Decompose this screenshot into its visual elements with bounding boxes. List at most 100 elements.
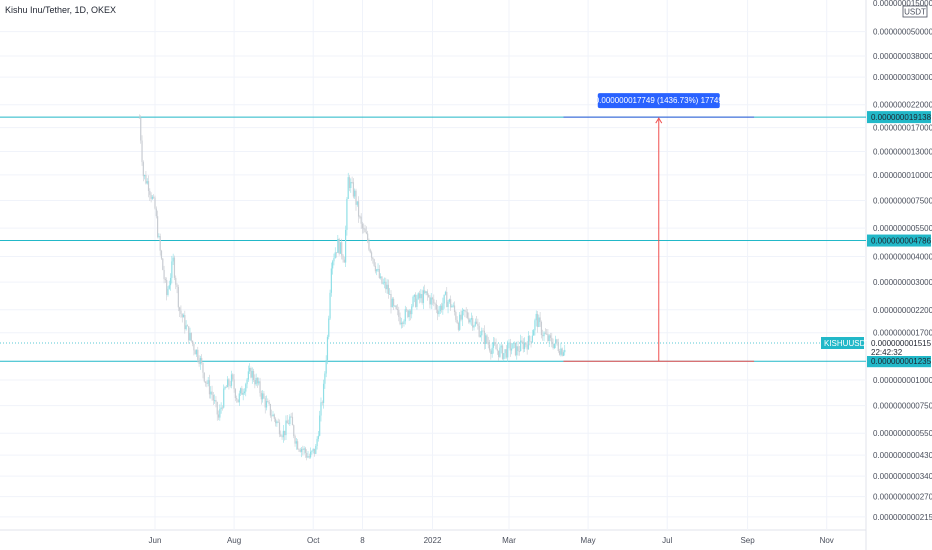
candle-body	[208, 380, 211, 395]
candle-body	[533, 330, 535, 336]
candle-body	[243, 391, 246, 394]
candle-body	[232, 374, 234, 380]
candle-body	[456, 319, 458, 323]
candle-body	[395, 305, 397, 309]
measure-label-box[interactable]	[597, 93, 720, 109]
candle-body	[239, 388, 242, 394]
candle-body	[492, 342, 495, 348]
candle-body	[343, 259, 345, 263]
candle-body	[175, 277, 177, 285]
current-price-box[interactable]	[867, 337, 931, 356]
price-tick-label: 0.000000000215	[873, 513, 932, 522]
candle-body	[510, 348, 513, 351]
candle-body	[144, 175, 146, 177]
candle-body	[295, 441, 297, 444]
candle-body	[507, 342, 509, 358]
candle-body	[561, 348, 563, 356]
candle-body	[277, 421, 279, 423]
price-axis[interactable]: 0.000000050000 0.000000038000 0.0000000300…	[873, 28, 932, 522]
price-tick-label: 0.000000013000	[873, 148, 932, 157]
candle-body	[245, 384, 247, 392]
price-tick-label: 0.000000005500	[873, 224, 932, 233]
candle-body	[220, 407, 222, 410]
candle-body	[214, 400, 216, 401]
candle-body	[443, 294, 445, 304]
candle-body	[479, 335, 482, 337]
time-axis[interactable]: Jun Aug Oct 8 2022 Mar May Jul Sep Nov	[149, 536, 834, 545]
candle-body	[404, 309, 406, 322]
candle-body	[543, 332, 545, 337]
candle-body	[447, 301, 449, 308]
candle-body	[412, 296, 414, 307]
candle-body	[188, 326, 190, 341]
candle-body	[398, 310, 400, 317]
candle-body	[180, 310, 182, 314]
candle-body	[315, 446, 317, 454]
candle-body	[425, 291, 427, 294]
candle-body	[348, 177, 351, 188]
candle-body	[341, 242, 343, 256]
candle-body	[282, 430, 284, 438]
candle-body	[381, 276, 383, 284]
candle-body	[518, 350, 520, 352]
candle-body	[405, 309, 408, 311]
candle-body	[216, 402, 218, 415]
candle-body	[434, 303, 436, 305]
candle-body	[485, 335, 487, 344]
candles	[138, 114, 566, 461]
time-tick-label: Mar	[502, 536, 516, 545]
candle-body	[552, 344, 554, 349]
candle-body	[333, 258, 335, 262]
level-tag-support[interactable]	[867, 355, 931, 368]
candle-body	[334, 252, 336, 259]
candle-body	[503, 353, 505, 359]
grid-lines	[0, 0, 866, 530]
candle-body	[291, 416, 294, 426]
candle-body	[373, 259, 375, 266]
candle-body	[192, 340, 194, 345]
candle-body	[263, 393, 265, 399]
candle-body	[396, 308, 399, 311]
time-tick-label: 2022	[424, 536, 442, 545]
level-tag-resistance-mid[interactable]	[867, 234, 931, 247]
candle-body	[324, 373, 326, 384]
candle-body	[350, 181, 352, 188]
candle-body	[302, 448, 304, 450]
candle-body	[562, 352, 565, 356]
measure-tool[interactable]: 0.000000017749 (1436.73%) 17749	[563, 93, 755, 362]
candle-body	[360, 216, 362, 224]
candle-body	[319, 415, 321, 436]
candle-body	[265, 401, 268, 408]
candle-body	[206, 382, 208, 384]
candle-body	[249, 367, 251, 372]
price-tick-label: 0.000000003000	[873, 278, 932, 287]
candle-body	[337, 238, 339, 253]
candle-body	[517, 346, 519, 351]
candle-body	[355, 190, 357, 205]
candle-body	[186, 325, 189, 327]
candle-body	[534, 320, 536, 331]
price-tick-label: 0.000000000750	[873, 402, 932, 411]
candle-body	[498, 350, 500, 357]
candle-body	[359, 216, 361, 218]
candle-body	[487, 342, 489, 345]
candle-body	[182, 315, 185, 318]
price-tick-label: 0.000000000550	[873, 429, 932, 438]
candle-body	[212, 395, 214, 401]
currency-badge[interactable]	[902, 5, 928, 18]
candle-body	[146, 181, 148, 184]
candle-body	[329, 292, 331, 319]
level-tag-resistance-top[interactable]	[867, 111, 931, 124]
candle-body	[195, 349, 198, 355]
candle-body	[229, 385, 231, 387]
symbol-tag[interactable]	[821, 337, 864, 349]
price-tick-label: 0.000000004000	[873, 253, 932, 262]
candle-body	[452, 305, 454, 307]
candle-body	[446, 291, 448, 308]
candle-body	[490, 350, 492, 355]
level-tag-label: 0.000000004786	[871, 237, 932, 246]
candle-body	[238, 393, 240, 403]
